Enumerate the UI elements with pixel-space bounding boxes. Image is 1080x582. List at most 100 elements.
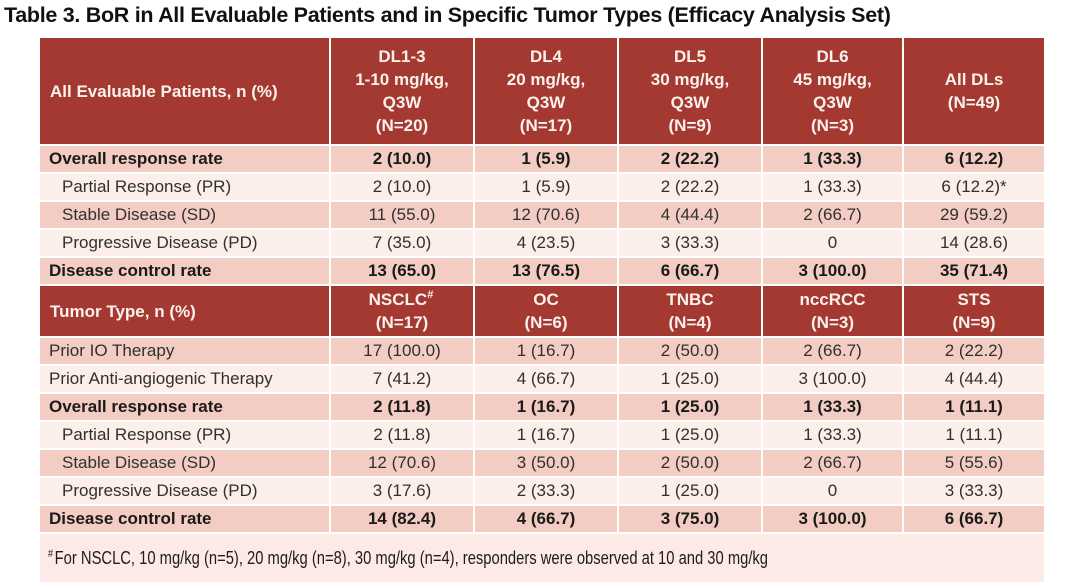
value-cell: 1 (33.3)	[763, 146, 902, 172]
column-header-line: DL4	[529, 47, 563, 66]
value-cell: 3 (100.0)	[763, 506, 902, 532]
row-label: Disease control rate	[40, 258, 329, 284]
column-header-line: 45 mg/kg,	[793, 70, 872, 89]
row-label: Partial Response (PR)	[40, 422, 329, 448]
column-header-line: (N=49)	[947, 93, 1001, 112]
column-header-line: Q3W	[670, 93, 710, 112]
column-header: DL6 45 mg/kg, Q3W (N=3)	[763, 38, 902, 144]
value-cell: 2 (22.2)	[904, 338, 1044, 364]
value-cell: 3 (100.0)	[763, 258, 902, 284]
value-cell: 13 (65.0)	[331, 258, 473, 284]
value-cell: 3 (33.3)	[619, 230, 761, 256]
value-cell: 2 (22.2)	[619, 174, 761, 200]
column-header-line: nccRCC	[799, 290, 866, 309]
row-label: Prior Anti-angiogenic Therapy	[40, 366, 329, 392]
value-cell: 12 (70.6)	[331, 450, 473, 476]
value-cell: 3 (100.0)	[763, 366, 902, 392]
table-title: Table 3. BoR in All Evaluable Patients a…	[4, 3, 891, 27]
column-header-line: (N=6)	[524, 313, 568, 332]
column-header: OC (N=6)	[475, 286, 617, 336]
column-header-line: NSCLC#	[368, 289, 434, 309]
value-cell: 3 (50.0)	[475, 450, 617, 476]
column-header: nccRCC (N=3)	[763, 286, 902, 336]
footnote-marker: #	[48, 547, 54, 560]
value-cell: 1 (25.0)	[619, 394, 761, 420]
value-cell: 1 (5.9)	[475, 174, 617, 200]
efficacy-table: All Evaluable Patients, n (%) DL1-3 1-10 m…	[40, 38, 1044, 582]
value-cell: 2 (10.0)	[331, 174, 473, 200]
value-cell: 2 (10.0)	[331, 146, 473, 172]
column-header-line: DL5	[673, 47, 707, 66]
value-cell: 1 (11.1)	[904, 422, 1044, 448]
value-cell: 1 (25.0)	[619, 422, 761, 448]
value-cell: 6 (12.2)*	[904, 174, 1044, 200]
value-cell: 17 (100.0)	[331, 338, 473, 364]
column-header: TNBC (N=4)	[619, 286, 761, 336]
section-header-label: All Evaluable Patients, n (%)	[40, 38, 329, 144]
value-cell: 12 (70.6)	[475, 202, 617, 228]
column-header-line: (N=3)	[811, 116, 854, 135]
value-cell: 0	[763, 478, 902, 504]
value-cell: 2 (66.7)	[763, 202, 902, 228]
column-header-line: All DLs	[944, 70, 1004, 89]
value-cell: 6 (12.2)	[904, 146, 1044, 172]
value-cell: 2 (66.7)	[763, 450, 902, 476]
superscript-marker: #	[427, 289, 434, 302]
column-header-line: (N=17)	[375, 313, 429, 332]
value-cell: 1 (16.7)	[475, 338, 617, 364]
value-cell: 6 (66.7)	[619, 258, 761, 284]
value-cell: 2 (50.0)	[619, 450, 761, 476]
value-cell: 1 (33.3)	[763, 394, 902, 420]
row-label: Stable Disease (SD)	[40, 202, 329, 228]
column-header-line: (N=4)	[668, 313, 712, 332]
column-header-line: 1-10 mg/kg,	[355, 70, 449, 89]
row-label: Overall response rate	[40, 394, 329, 420]
value-cell: 5 (55.6)	[904, 450, 1044, 476]
column-header-line: DL1-3	[378, 47, 426, 66]
footnote: #For NSCLC, 10 mg/kg (n=5), 20 mg/kg (n=…	[40, 534, 1044, 582]
value-cell: 1 (5.9)	[475, 146, 617, 172]
column-header-line: Q3W	[526, 93, 566, 112]
column-header: DL1-3 1-10 mg/kg, Q3W (N=20)	[331, 38, 473, 144]
column-header: All DLs (N=49)	[904, 38, 1044, 144]
value-cell: 35 (71.4)	[904, 258, 1044, 284]
value-cell: 2 (11.8)	[331, 422, 473, 448]
value-cell: 1 (33.3)	[763, 174, 902, 200]
value-cell: 4 (23.5)	[475, 230, 617, 256]
column-header-line: Q3W	[813, 93, 852, 112]
value-cell: 1 (16.7)	[475, 422, 617, 448]
value-cell: 4 (66.7)	[475, 506, 617, 532]
column-header-line: 30 mg/kg,	[650, 70, 730, 89]
column-header-line: TNBC	[666, 290, 714, 309]
column-header-line: (N=17)	[519, 116, 573, 135]
value-cell: 7 (41.2)	[331, 366, 473, 392]
value-cell: 2 (33.3)	[475, 478, 617, 504]
value-cell: 1 (33.3)	[763, 422, 902, 448]
value-cell: 2 (11.8)	[331, 394, 473, 420]
column-header: DL4 20 mg/kg, Q3W (N=17)	[475, 38, 617, 144]
value-cell: 2 (66.7)	[763, 338, 902, 364]
row-label: Progressive Disease (PD)	[40, 230, 329, 256]
value-cell: 14 (28.6)	[904, 230, 1044, 256]
value-cell: 29 (59.2)	[904, 202, 1044, 228]
value-cell: 1 (25.0)	[619, 478, 761, 504]
value-cell: 4 (44.4)	[904, 366, 1044, 392]
value-cell: 7 (35.0)	[331, 230, 473, 256]
section-header-label: Tumor Type, n (%)	[40, 286, 329, 336]
value-cell: 14 (82.4)	[331, 506, 473, 532]
value-cell: 2 (50.0)	[619, 338, 761, 364]
value-cell: 4 (44.4)	[619, 202, 761, 228]
row-label: Progressive Disease (PD)	[40, 478, 329, 504]
column-header: STS (N=9)	[904, 286, 1044, 336]
value-cell: 1 (11.1)	[904, 394, 1044, 420]
value-cell: 13 (76.5)	[475, 258, 617, 284]
column-header: NSCLC# (N=17)	[331, 286, 473, 336]
column-header-line: (N=20)	[375, 116, 429, 135]
column-header-line: STS	[957, 290, 991, 309]
row-label: Disease control rate	[40, 506, 329, 532]
value-cell: 1 (16.7)	[475, 394, 617, 420]
value-cell: 3 (75.0)	[619, 506, 761, 532]
row-label: Stable Disease (SD)	[40, 450, 329, 476]
column-header-line: DL6	[816, 47, 849, 66]
